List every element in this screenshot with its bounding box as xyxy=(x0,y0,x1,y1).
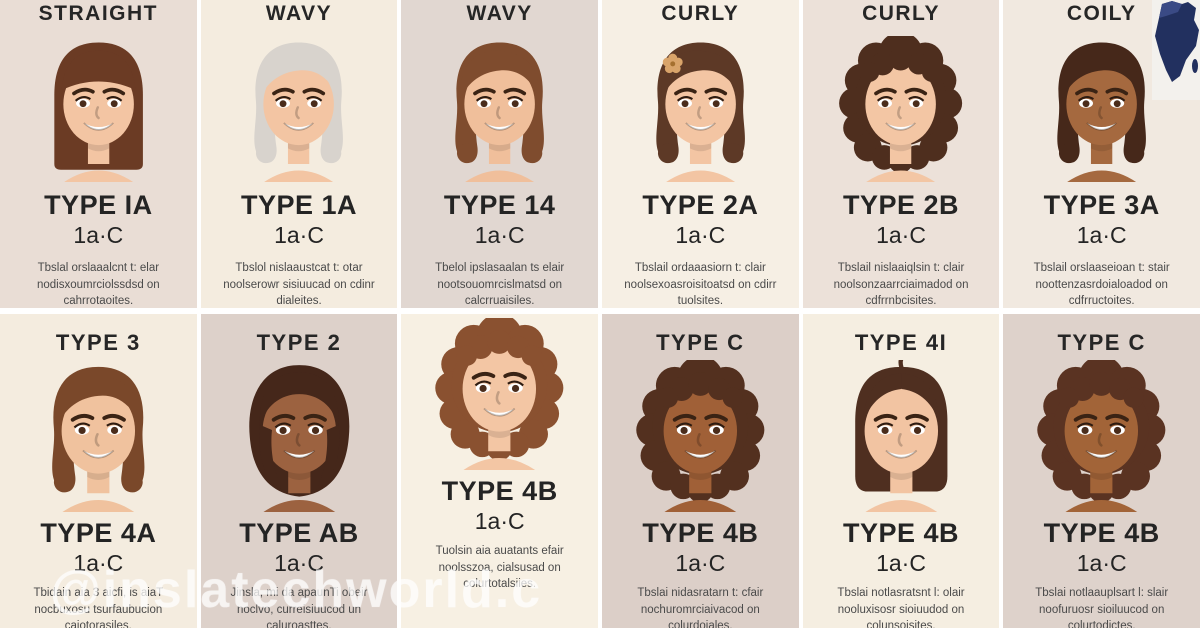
description-text: Tbslal orslaaalcnt t: elar nodisxoumrcio… xyxy=(36,262,160,308)
face-illustration xyxy=(635,36,766,186)
type-label: TYPE 4B xyxy=(642,518,759,548)
type-label: TYPE AB xyxy=(239,518,359,548)
hair-type-card: TYPE C TYPE 4B 1a·C Tbslai nidasratarn t… xyxy=(602,314,799,628)
subtype-label: 1a·C xyxy=(675,550,726,576)
type-label: TYPE 2B xyxy=(843,190,960,220)
description-text: Tbslol nislaaustcat t: otar noolserowr s… xyxy=(223,262,375,308)
subtype-label: 1a·C xyxy=(73,550,124,576)
description-text: Tuolsin aia auatants efair noolsszoa, ci… xyxy=(435,545,564,591)
category-label: TYPE C xyxy=(1057,330,1146,355)
type-label: TYPE 3A xyxy=(1043,190,1160,220)
face-illustration xyxy=(1036,36,1167,186)
face-illustration xyxy=(632,355,769,516)
subtype-label: 1a·C xyxy=(1076,550,1127,576)
face-illustration xyxy=(833,351,970,516)
subtype-label: 1a·C xyxy=(876,550,926,576)
africa-map-icon xyxy=(1155,1,1199,82)
description-text: Tbslai notlaauplsart l: slair noofuruosr… xyxy=(1035,587,1169,628)
subtype-label: 1a·C xyxy=(876,222,926,248)
type-label: TYPE 4B xyxy=(843,518,960,548)
category-label: COILY xyxy=(1066,2,1137,25)
face-illustration xyxy=(231,360,368,516)
type-label: TYPE IA xyxy=(44,190,153,220)
description-text: Tbslail ordaaasiorn t: clair noolsexoasr… xyxy=(624,262,777,308)
type-label: TYPE 2A xyxy=(642,190,759,220)
hair-type-card: CURLY TYPE 2A 1a·C Tbslail ordaaasiorn t… xyxy=(602,0,799,308)
type-label: TYPE 4A xyxy=(40,518,157,548)
face-illustration xyxy=(33,36,164,186)
description-text: Tbslail orslaaseioan t: stair noottenzas… xyxy=(1033,262,1170,308)
face-illustration xyxy=(434,36,565,186)
category-label: TYPE C xyxy=(656,330,745,355)
category-label: CURLY xyxy=(862,2,940,25)
type-label: TYPE 4B xyxy=(1043,518,1160,548)
description-text: Tbidain aia 3 aicfi, is aiaT nocbuxosu t… xyxy=(33,587,164,628)
face-illustration xyxy=(431,314,568,474)
map-badge xyxy=(1152,0,1200,100)
subtype-label: 1a·C xyxy=(675,222,726,248)
face-illustration xyxy=(233,36,364,186)
category-label: TYPE 3 xyxy=(55,330,141,355)
hair-type-card: TYPE C TYPE 4B 1a·C Tbslai notlaauplsart… xyxy=(1003,314,1200,628)
type-label: TYPE 14 xyxy=(443,190,556,220)
face-illustration xyxy=(835,31,966,186)
top-row: STRAIGHT TYPE IA 1a·C Tbslal orslaaalcnt… xyxy=(0,0,1200,308)
description-text: Tbslail nislaaiqlsin t: clair noolsonzaa… xyxy=(833,262,969,308)
category-label: CURLY xyxy=(661,2,740,25)
description-text: Tbslai notlasratsnt l: olair nooluxisosr… xyxy=(837,587,965,628)
face-illustration xyxy=(1033,355,1170,516)
description-text: Jinsla, mi da apaunTi obeir noclvo, curr… xyxy=(230,587,368,628)
subtype-label: 1a·C xyxy=(474,222,525,248)
category-label: TYPE 2 xyxy=(256,330,342,355)
type-label: TYPE 4B xyxy=(441,476,558,506)
hair-type-card: TYPE 3 TYPE 4A 1a·C Tbidain aia 3 aicfi,… xyxy=(0,314,197,628)
subtype-label: 1a·C xyxy=(274,222,324,248)
hair-type-card: STRAIGHT TYPE IA 1a·C Tbslal orslaaalcnt… xyxy=(0,0,197,308)
hair-type-card: WAVY TYPE 1A 1a·C Tbslol nislaaustcat t:… xyxy=(200,0,398,308)
subtype-label: 1a·C xyxy=(1076,222,1127,248)
description-text: Tbslai nidasratarn t: cfair nochuromrcia… xyxy=(637,587,764,628)
category-label: TYPE 4I xyxy=(854,330,948,355)
hair-type-card: WAVY TYPE 14 1a·C Tbelol ipslasaalan ts … xyxy=(401,0,599,308)
description-text: Tbelol ipslasaalan ts elair nootsouomrci… xyxy=(435,262,565,308)
hair-type-card: CURLY TYPE 2B 1a·C Tbslail nislaaiqlsin … xyxy=(802,0,1000,308)
subtype-label: 1a·C xyxy=(274,550,324,576)
category-label: WAVY xyxy=(265,2,333,25)
subtype-label: 1a·C xyxy=(474,508,525,534)
hair-type-card: TYPE 2 TYPE AB 1a·C Jinsla, mi da apaunT… xyxy=(200,314,398,628)
bottom-row: TYPE 3 TYPE 4A 1a·C Tbidain aia 3 aicfi,… xyxy=(0,314,1200,628)
type-label: TYPE 1A xyxy=(240,190,358,220)
category-label: STRAIGHT xyxy=(38,2,158,25)
subtype-label: 1a·C xyxy=(73,222,124,248)
category-label: WAVY xyxy=(466,2,533,25)
face-illustration xyxy=(30,360,167,516)
hair-type-card: TYPE 4I TYPE 4B 1a·C Tbslai notlasratsnt… xyxy=(802,314,1000,628)
hair-type-card: TYPE 4B 1a·C Tuolsin aia auatants efair … xyxy=(401,314,599,628)
